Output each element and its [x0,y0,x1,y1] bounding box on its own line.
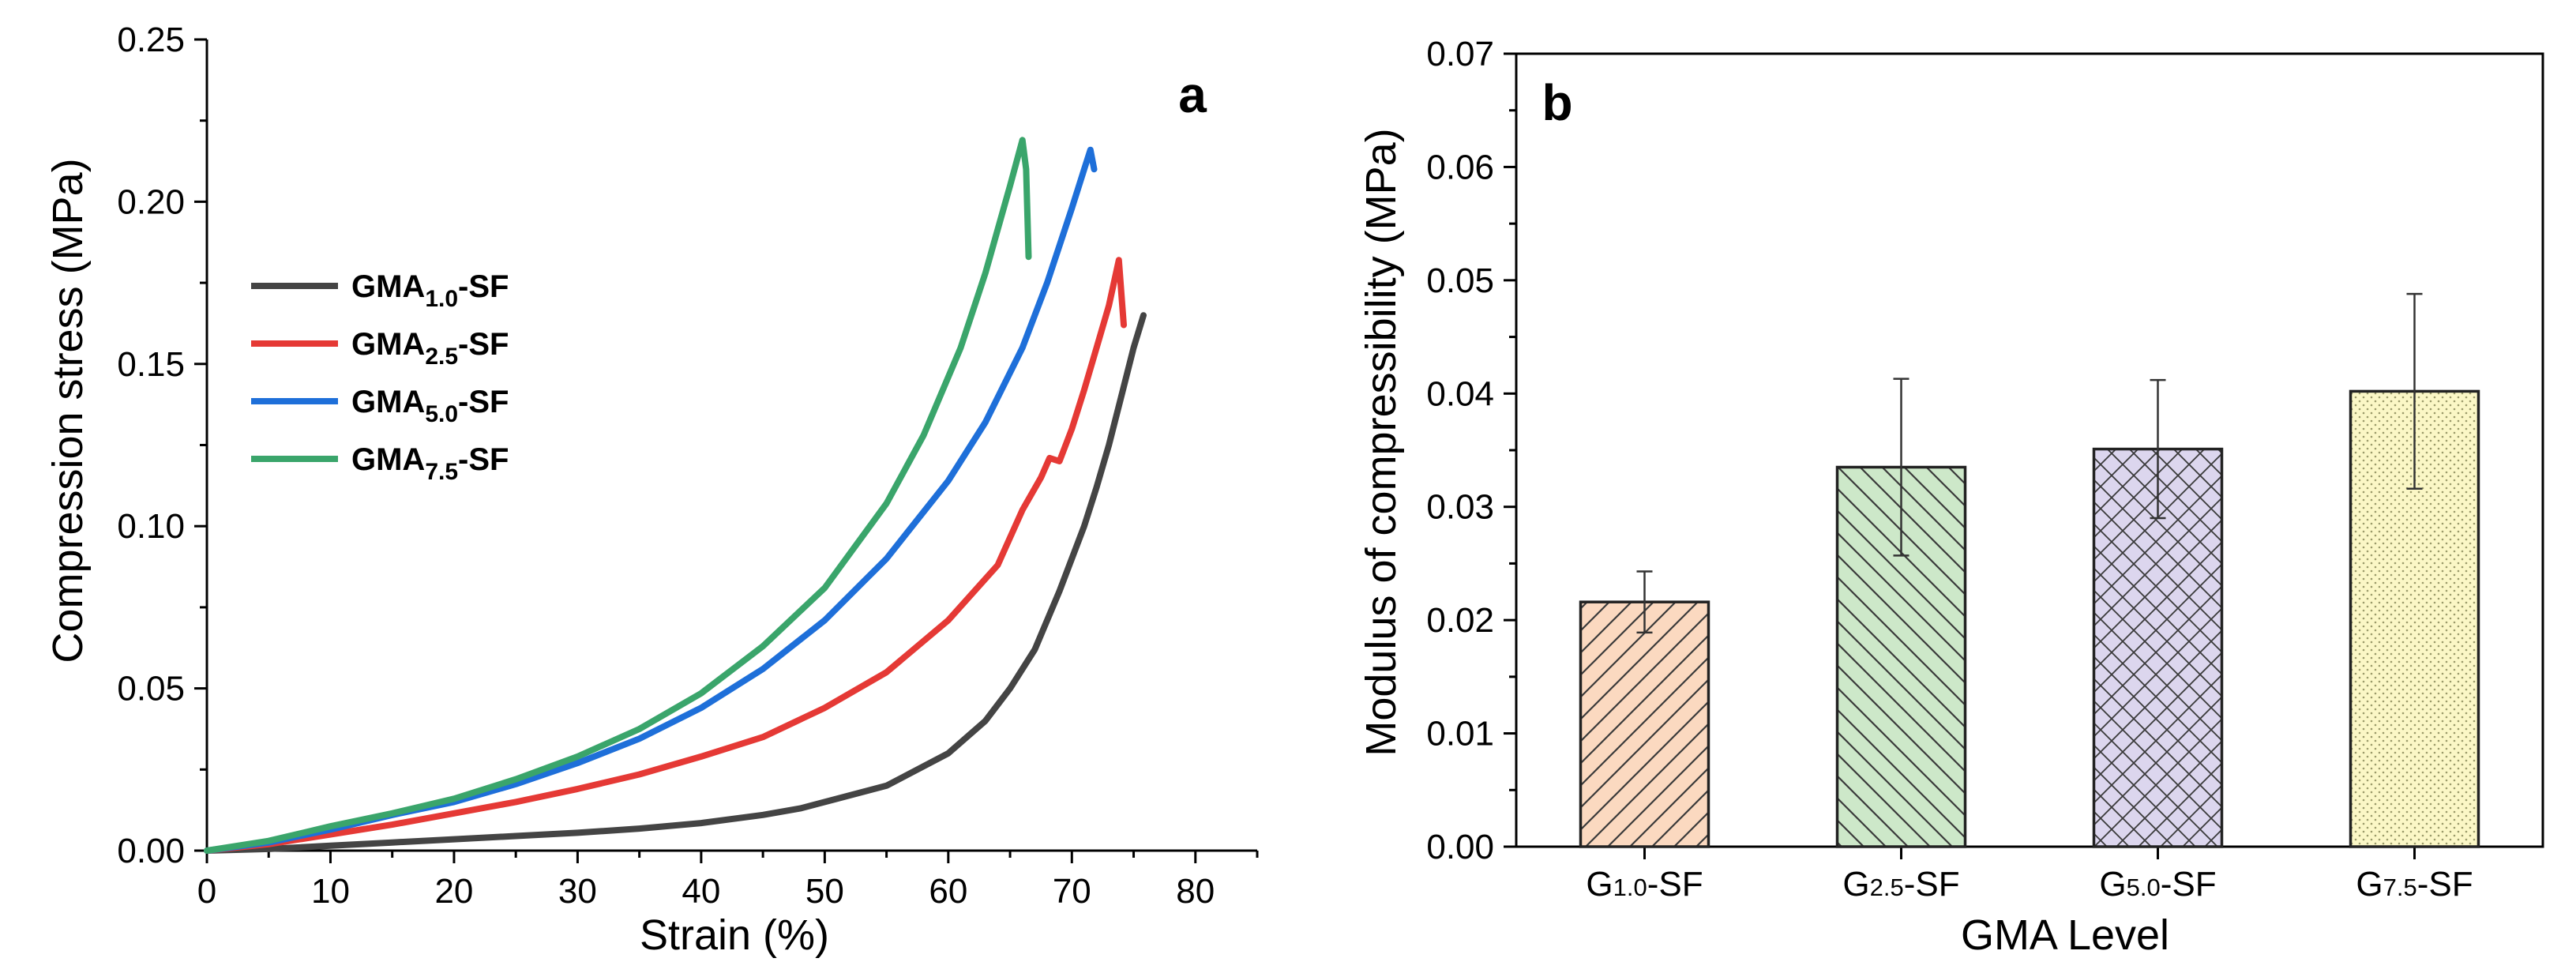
panel-a-y-tick-label: 0.20 [117,182,185,221]
panel-a-x-axis-label: Strain (%) [640,911,829,959]
panel-a-legend: GMA1.0-SF GMA2.5-SF GMA5.0-SF GMA7.5-SF [251,269,509,485]
panel-b-y-tick-label: 0.04 [1426,374,1494,413]
series-line-gma-7-5 [204,137,1032,854]
panel-a-series [204,137,1147,854]
legend-entry-label: GMA2.5-SF [351,327,509,370]
panel-b-bars [1579,292,2480,848]
panel-a-y-tick-label: 0.25 [117,21,185,59]
panel-a-y-tick-label: 0.00 [117,832,185,870]
panel-b-y-tick-label: 0.03 [1426,488,1494,527]
panel-b-axes: 0.00 0.01 0.02 0.03 0.04 0.05 0.06 0.07 G1.0-SF G… [1426,35,2544,904]
panel-a-y-tick-label: 0.15 [117,345,185,384]
panel-a-axes: 0 10 20 30 40 50 60 70 80 0.00 0.05 0.10 0.15 0.20 0.2… [117,21,1259,911]
panel-a-x-tick-label: 50 [805,872,844,911]
legend-entry-label: GMA5.0-SF [351,385,509,427]
panel-a-y-tick-label: 0.10 [117,507,185,546]
panel-a-x-tick-label: 80 [1176,872,1215,911]
panel-b-label: b [1541,74,1572,131]
series-line-gma-1-0 [204,312,1147,854]
panel-b-category-label: G7.5-SF [2356,865,2473,904]
series-line-gma-2-5 [204,257,1127,854]
panel-b-category-label: G1.0-SF [1586,865,1703,904]
panel-b: 0.00 0.01 0.02 0.03 0.04 0.05 0.06 0.07 G1.0-SF G… [1357,35,2544,959]
panel-a-x-tick-label: 60 [929,872,967,911]
legend-entry-label: GMA1.0-SF [351,269,509,312]
panel-a-y-tick-label: 0.05 [117,670,185,708]
panel-a-label: a [1178,66,1207,123]
panel-a-x-tick-label: 30 [558,872,597,911]
legend-entry-label: GMA7.5-SF [351,442,509,485]
panel-b-y-tick-label: 0.05 [1426,261,1494,300]
panel-b-y-tick-label: 0.06 [1426,148,1494,186]
panel-a-x-tick-label: 20 [434,872,473,911]
panel-b-x-axis-label: GMA Level [1961,911,2169,959]
panel-b-category-label: G5.0-SF [2099,865,2216,904]
panel-b-y-axis-label: Modulus of compressibility (MPa) [1357,128,1405,756]
panel-b-category-label: G2.5-SF [1842,865,1959,904]
panel-a-y-axis-label: Compression stress (MPa) [44,158,92,663]
panel-a-x-tick-label: 40 [682,872,720,911]
panel-b-y-tick-label: 0.00 [1426,828,1494,866]
panel-a: 0 10 20 30 40 50 60 70 80 0.00 0.05 0.10 0.15 0.20 0.2… [44,21,1259,959]
panel-a-x-tick-label: 70 [1053,872,1091,911]
panel-b-y-tick-label: 0.07 [1426,35,1494,73]
bar-g1-0-hatch [1580,602,1709,847]
panel-b-y-tick-label: 0.02 [1426,601,1494,640]
panel-a-x-tick-label: 0 [197,872,216,911]
panel-b-y-tick-label: 0.01 [1426,715,1494,753]
panel-a-x-tick-label: 10 [311,872,350,911]
